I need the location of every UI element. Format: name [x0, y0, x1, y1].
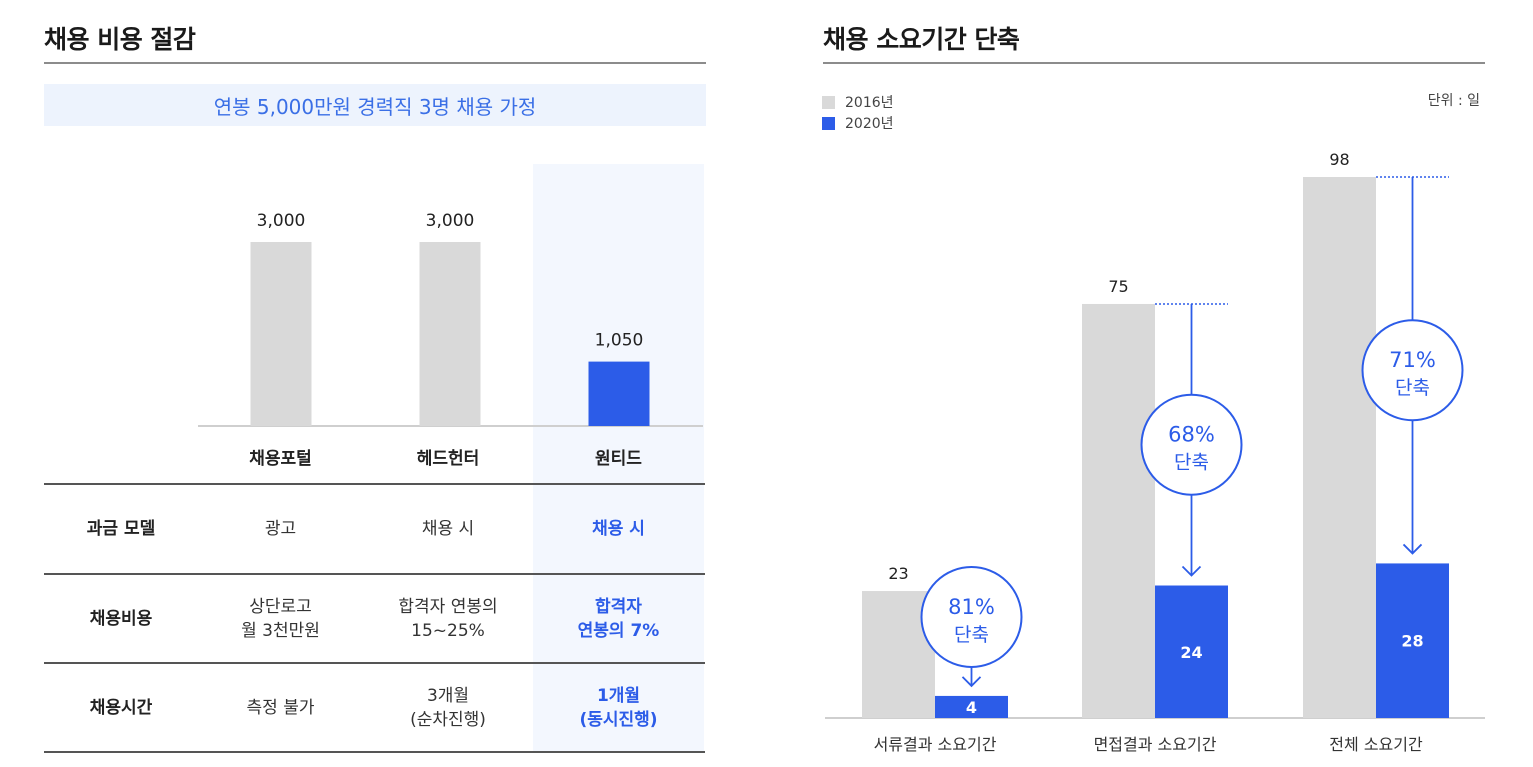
- value-label-2016: 23: [888, 564, 908, 583]
- table-cell: 채용 시: [592, 519, 645, 539]
- table-column-header: 원티드: [595, 449, 642, 469]
- cost-value-label: 3,000: [426, 211, 475, 231]
- arrow-head-icon: [1402, 543, 1423, 555]
- table-row-divider: [44, 483, 705, 485]
- legend-item-2016: 2016년: [822, 92, 894, 112]
- reduction-word: 단축: [1174, 452, 1209, 474]
- right-title-divider: [823, 62, 1485, 64]
- table-row-divider: [44, 573, 705, 575]
- reduction-percent: 71%: [1389, 348, 1436, 372]
- cost-bar: [250, 242, 312, 426]
- value-label-2020: 28: [1401, 632, 1423, 651]
- bar-2020: [935, 695, 1008, 718]
- reduction-word: 단축: [954, 624, 989, 646]
- table-cell: 합격자 연봉의 15~25%: [398, 597, 498, 641]
- table-cell: 광고: [264, 519, 297, 539]
- category-label: 전체 소요기간: [1329, 735, 1423, 754]
- value-label-2020: 24: [1180, 643, 1202, 662]
- arrow-head-icon: [1181, 565, 1202, 577]
- wanted-highlight-column: [533, 164, 704, 752]
- bar-2020: [1155, 585, 1228, 718]
- table-row-label: 과금 모델: [86, 519, 156, 539]
- table-row-divider: [44, 662, 705, 664]
- value-label-2020: 4: [966, 698, 977, 717]
- cost-value-label: 1,050: [595, 331, 644, 351]
- table-cell: 상단로고 월 3천만원: [241, 597, 320, 641]
- reduction-percent: 81%: [948, 595, 995, 619]
- reduction-badge-circle: [920, 566, 1023, 668]
- cost-bar: [588, 361, 650, 426]
- bar-2020: [1376, 563, 1449, 718]
- reduction-badge-circle: [1140, 393, 1243, 496]
- reduction-word: 단축: [1395, 377, 1430, 399]
- table-column-header: 채용포털: [249, 449, 312, 469]
- category-label: 면접결과 소요기간: [1094, 735, 1217, 754]
- legend-item-2020: 2020년: [822, 113, 894, 133]
- table-cell: 채용 시: [421, 519, 475, 539]
- bar-2016: [1303, 177, 1376, 718]
- legend-label-2020: 2020년: [845, 116, 894, 132]
- table-cell: 측정 불가: [246, 698, 315, 718]
- left-title-divider: [44, 62, 706, 64]
- cost-value-label: 3,000: [257, 211, 306, 231]
- value-label-2016: 75: [1108, 277, 1128, 296]
- table-row-label: 채용비용: [89, 609, 153, 629]
- table-cell: 1개월 (동시진행): [579, 686, 658, 730]
- table-cell: 3개월 (순차진행): [410, 686, 486, 730]
- left-section-title: 채용 비용 절감: [44, 25, 196, 54]
- bar-2016: [1082, 303, 1155, 718]
- unit-label: 단위 : 일: [1427, 93, 1480, 109]
- cost-bar: [419, 242, 481, 426]
- legend-label-2016: 2016년: [845, 95, 894, 111]
- table-row-divider: [44, 751, 705, 753]
- table-row-label: 채용시간: [89, 698, 153, 718]
- reduction-badge-circle: [1361, 319, 1464, 422]
- reduction-percent: 68%: [1168, 423, 1215, 447]
- right-section-title: 채용 소요기간 단축: [823, 25, 1020, 54]
- table-cell: 합격자 연봉의 7%: [577, 597, 660, 641]
- legend-swatch-2020: [822, 116, 835, 130]
- arrow-head-icon: [961, 676, 982, 688]
- legend-swatch-2016: [822, 95, 835, 109]
- category-label: 서류결과 소요기간: [874, 735, 997, 754]
- assumption-banner: 연봉 5,000만원 경력직 3명 채용 가정: [44, 84, 706, 126]
- table-column-header: 헤드헌터: [416, 449, 480, 469]
- value-label-2016: 98: [1329, 150, 1349, 169]
